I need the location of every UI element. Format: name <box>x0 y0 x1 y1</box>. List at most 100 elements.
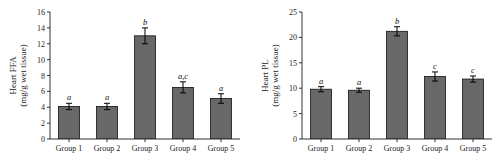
error-stem <box>473 76 474 82</box>
error-cap <box>180 92 186 93</box>
x-tick-label: Group 3 <box>132 144 158 153</box>
y-tick-label: 10 <box>37 56 45 65</box>
error-stem <box>107 103 108 109</box>
y-tick-label: 4 <box>41 103 45 112</box>
y-tick-label: 20 <box>289 33 297 42</box>
x-tick-label: Group 5 <box>460 144 486 153</box>
error-cap <box>394 35 400 36</box>
error-cap <box>394 26 400 27</box>
y-tick-label: 0 <box>293 135 297 144</box>
y-tick-label: 10 <box>289 84 297 93</box>
error-stem <box>321 87 322 92</box>
error-bar <box>180 82 186 93</box>
marks <box>59 28 232 139</box>
x-tick <box>145 139 146 142</box>
error-cap <box>142 27 148 28</box>
y-tick-label: 2 <box>41 119 45 128</box>
error-cap <box>104 103 110 104</box>
error-cap <box>356 88 362 89</box>
y-axis-label: Heart FFA(mg/g wet tissue) <box>8 44 28 107</box>
y-tick-label: 12 <box>37 40 45 49</box>
panel: 0246810121416Heart FFA(mg/g wet tissue)a… <box>8 8 240 153</box>
y-tick-label: 14 <box>37 24 45 33</box>
error-bar <box>470 76 476 82</box>
y-tick-label: 15 <box>289 59 297 68</box>
error-stem <box>221 94 222 104</box>
y-axis-label-line: Heart FFA <box>8 56 18 95</box>
significance-label: c <box>471 65 475 75</box>
bar <box>463 79 484 139</box>
bar <box>387 31 408 139</box>
error-cap <box>318 91 324 92</box>
bar <box>425 77 446 139</box>
x-tick-label: Group 1 <box>56 144 82 153</box>
error-cap <box>470 76 476 77</box>
bar <box>211 99 232 139</box>
error-stem <box>183 82 184 93</box>
error-stem <box>359 88 360 92</box>
x-tick <box>183 139 184 142</box>
error-stem <box>69 103 70 109</box>
significance-label: a,c <box>178 71 188 81</box>
error-cap <box>432 71 438 72</box>
x-tick-label: Group 3 <box>384 144 410 153</box>
error-stem <box>435 72 436 81</box>
error-bar <box>394 27 400 36</box>
y-axis-label-line: (mg/g wet tissue) <box>18 44 28 107</box>
x-tick <box>397 139 398 142</box>
error-bar <box>356 88 362 92</box>
bar <box>59 106 80 139</box>
significance-label: a <box>67 92 71 102</box>
error-cap <box>142 43 148 44</box>
bar <box>135 36 156 139</box>
y-tick-label: 5 <box>293 110 297 119</box>
y-axis <box>50 12 51 139</box>
significance-label: b <box>395 16 399 26</box>
error-bar <box>218 94 224 104</box>
error-bar <box>432 72 438 81</box>
error-bar <box>66 103 72 109</box>
error-cap <box>180 81 186 82</box>
y-axis <box>302 12 303 139</box>
bar <box>173 87 194 139</box>
x-tick-label: Group 1 <box>308 144 334 153</box>
x-tick-label: Group 4 <box>422 144 448 153</box>
x-tick <box>435 139 436 142</box>
y-axis-label-line: Heart PL <box>260 59 270 92</box>
x-tick <box>107 139 108 142</box>
panel: 0 5 10 15 20 25 Heart PL(mg/g wet tissue) a a b c c… <box>260 8 492 153</box>
x-tick <box>321 139 322 142</box>
significance-label: b <box>143 17 147 27</box>
x-tick-label: Group 2 <box>94 144 120 153</box>
y-axis-label-line: (mg/g wet tissue) <box>270 44 280 107</box>
y-tick-label: 6 <box>41 87 45 96</box>
y-tick-label: 8 <box>41 72 45 81</box>
x-tick-label: Group 2 <box>346 144 372 153</box>
error-cap <box>470 82 476 83</box>
error-cap <box>218 93 224 94</box>
error-bar <box>104 103 110 109</box>
y-axis-label: Heart PL(mg/g wet tissue) <box>260 44 280 107</box>
x-tick <box>69 139 70 142</box>
x-tick-label: Group 4 <box>170 144 196 153</box>
error-cap <box>66 109 72 110</box>
error-cap <box>318 86 324 87</box>
bar <box>349 90 370 139</box>
y-tick-label: 16 <box>37 8 45 17</box>
bar <box>97 106 118 139</box>
error-cap <box>66 103 72 104</box>
error-stem <box>145 28 146 44</box>
significance-label: a <box>219 83 223 93</box>
x-tick-label: Group 5 <box>208 144 234 153</box>
error-cap <box>356 92 362 93</box>
y-tick-label: 25 <box>289 8 297 17</box>
bar <box>311 89 332 139</box>
significance-label: a <box>319 76 323 86</box>
x-tick <box>359 139 360 142</box>
significance-label: c <box>433 61 437 71</box>
marks <box>311 27 484 139</box>
error-bar <box>318 87 324 92</box>
significance-label: a <box>357 77 361 87</box>
significance-label: a <box>105 92 109 102</box>
chart: 0246810121416Heart FFA(mg/g wet tissue)a… <box>0 0 500 167</box>
